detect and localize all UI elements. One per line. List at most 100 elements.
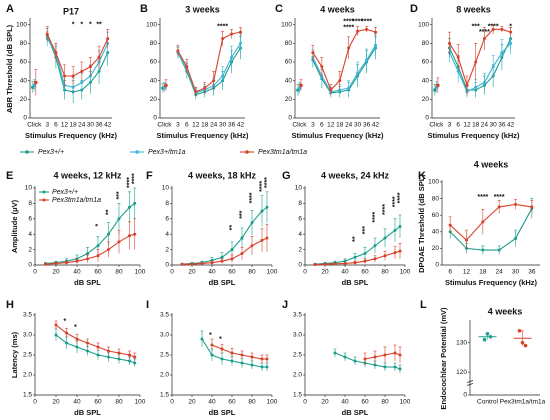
data-point [230, 248, 234, 252]
y-tick-label: 80 [285, 40, 293, 47]
data-point [481, 248, 485, 252]
y-tick-label: 6 [165, 216, 169, 223]
y-tick-label: 8 [165, 200, 169, 207]
significance: * [209, 332, 216, 335]
significance: **** [343, 24, 354, 31]
data-point [363, 251, 367, 255]
series-line [177, 31, 241, 93]
significance: * [89, 22, 92, 29]
x-tick-label: 36 [363, 122, 371, 129]
y-tick-label: 80 [432, 195, 440, 202]
x-tick-label: 24 [345, 122, 353, 129]
data-point [176, 49, 180, 53]
series-line [449, 208, 533, 251]
significance: **** [126, 177, 133, 188]
x-tick-label: 100 [267, 399, 278, 406]
data-point [133, 232, 137, 236]
panel-letter: I [146, 299, 149, 311]
series-line [177, 43, 241, 94]
x-tick-label: 12 [463, 122, 471, 129]
data-point [353, 255, 357, 259]
significance: **** [494, 194, 505, 201]
data-point [250, 244, 254, 248]
x-tick-label: 12 [327, 122, 335, 129]
click-point [34, 80, 38, 85]
data-point [514, 202, 517, 206]
x-tick-label: 20 [188, 399, 196, 406]
x-tick-label: 3 [176, 122, 180, 129]
data-point [474, 85, 478, 89]
y-tick-label: 0 [23, 115, 27, 122]
data-point [393, 351, 397, 355]
data-point [75, 259, 79, 263]
data-point [373, 363, 377, 367]
x-tick-label: 100 [400, 399, 411, 406]
y-tick-label: 3.0 [23, 332, 32, 339]
significance: * [95, 224, 102, 227]
data-point [107, 232, 110, 236]
data-point [523, 343, 528, 348]
x-tick-label: 18 [472, 122, 480, 129]
x-tick-label: 24 [210, 122, 218, 129]
data-point [333, 351, 337, 355]
data-point [250, 355, 254, 359]
y-tick-label: 2.0 [160, 372, 169, 379]
x-tick-label: 80 [381, 399, 389, 406]
data-point [482, 81, 486, 85]
data-point [96, 244, 100, 248]
data-point [485, 332, 490, 336]
data-point [374, 43, 378, 47]
x-tick-label: Pex3tm1a/tm1a [500, 399, 546, 406]
significance: **** [372, 211, 379, 222]
x-tick-label: 6 [185, 122, 189, 129]
data-point [107, 355, 110, 359]
data-point [482, 37, 486, 41]
data-point [133, 355, 137, 359]
y-tick-label: 60 [285, 59, 293, 66]
data-point [500, 51, 504, 55]
data-point [260, 365, 264, 369]
x-tick-label: 30 [354, 122, 362, 129]
x-tick-label: 3 [311, 122, 315, 129]
y-tick-label: 40 [150, 77, 158, 84]
y-tick-label: 2.0 [293, 372, 302, 379]
data-point [185, 65, 189, 69]
legend-label: Pex3+/+ [52, 189, 78, 196]
y-tick-label: 3.5 [23, 312, 32, 319]
x-tick-label: 20 [52, 399, 60, 406]
x-tick-label: 24 [496, 269, 504, 276]
data-point [353, 359, 357, 363]
y-tick-label: 80 [150, 40, 158, 47]
x-tick-label: 30 [219, 122, 227, 129]
data-point [54, 51, 58, 55]
series-line [55, 334, 135, 364]
data-point [65, 341, 68, 345]
x-tick-label: 0 [303, 399, 307, 406]
data-point [260, 209, 264, 213]
panel-letter: J [282, 299, 288, 311]
significance: ** [229, 225, 236, 231]
panel-title: 4 weeks, 12 kHz [53, 170, 122, 180]
data-point [343, 355, 347, 359]
series-line [334, 352, 401, 370]
x-tick-label: 12 [463, 269, 471, 276]
significance: ** [96, 22, 102, 29]
significance: * [80, 22, 83, 29]
data-point [86, 257, 89, 261]
y-tick-label: 0 [435, 262, 439, 269]
data-point [365, 27, 369, 31]
data-point [383, 353, 387, 357]
x-tick-label: 40 [341, 269, 349, 276]
click-point [32, 83, 37, 88]
x-tick-label: 40 [208, 269, 216, 276]
x-tick-label: 30 [512, 269, 520, 276]
x-tick-label: Click [429, 122, 444, 129]
data-point [363, 357, 367, 361]
significance: **** [352, 19, 363, 26]
data-point [71, 85, 75, 89]
panel-title: 8 weeks [456, 4, 491, 14]
data-point [203, 86, 207, 90]
x-tick-label: 42 [507, 122, 515, 129]
x-axis-label: Stimulus Frequency (kHz) [427, 131, 520, 140]
y-tick-label: 8 [298, 200, 302, 207]
